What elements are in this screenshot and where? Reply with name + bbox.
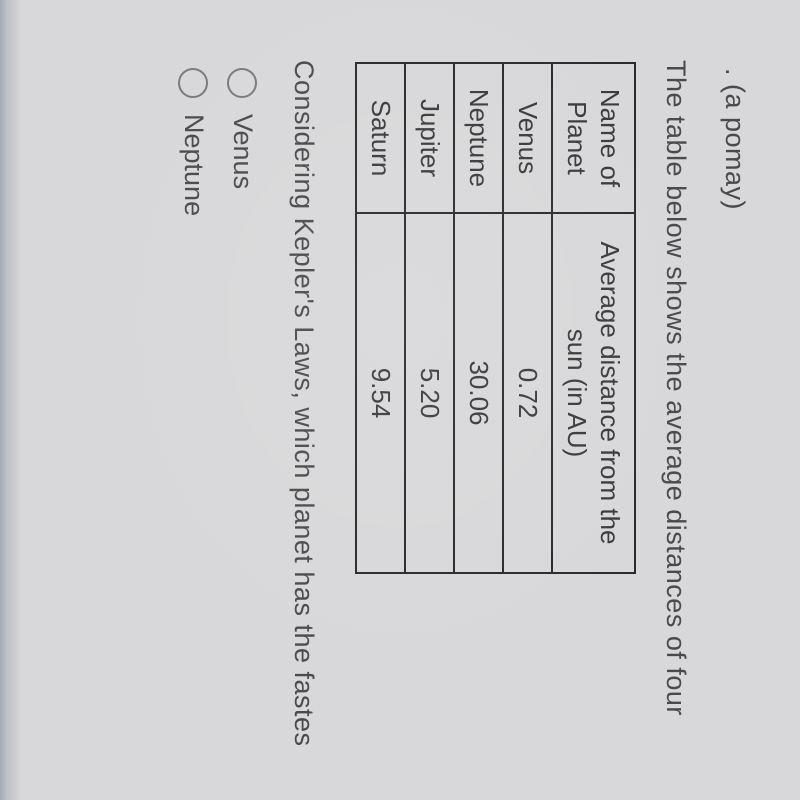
cell-planet-name: Neptune xyxy=(454,63,503,213)
header-name: Name of Planet xyxy=(552,63,635,213)
header-name-line2: Planet xyxy=(563,101,593,175)
option-label: Neptune xyxy=(178,114,209,216)
option-neptune[interactable]: Neptune xyxy=(178,68,209,760)
intro-text: The table below shows the average distan… xyxy=(660,60,691,760)
cell-planet-name: Saturn xyxy=(356,63,405,213)
cell-planet-distance: 5.20 xyxy=(405,213,454,573)
planets-table: Name of Planet Average distance from the… xyxy=(355,62,636,574)
bottom-edge-glow xyxy=(0,0,22,800)
cell-planet-distance: 0.72 xyxy=(503,213,552,573)
cell-planet-distance: 30.06 xyxy=(454,213,503,573)
header-dist-line2: sun (in AU) xyxy=(563,329,593,458)
cell-planet-name: Venus xyxy=(503,63,552,213)
option-venus[interactable]: Venus xyxy=(227,68,258,760)
header-name-line1: Name of xyxy=(595,89,625,187)
cell-planet-distance: 9.54 xyxy=(356,213,405,573)
table-row: Venus 0.72 xyxy=(503,63,552,573)
table-row: Saturn 9.54 xyxy=(356,63,405,573)
radio-icon[interactable] xyxy=(179,68,209,98)
header-distance: Average distance from the sun (in AU) xyxy=(552,213,635,573)
option-label: Venus xyxy=(227,114,258,189)
question-text: Considering Kepler's Laws, which planet … xyxy=(288,60,319,760)
table-row: Jupiter 5.20 xyxy=(405,63,454,573)
cell-planet-name: Jupiter xyxy=(405,63,454,213)
table-row: Neptune 30.06 xyxy=(454,63,503,573)
points-fragment: . (a pomay) xyxy=(719,68,750,760)
table-header-row: Name of Planet Average distance from the… xyxy=(552,63,635,573)
radio-icon[interactable] xyxy=(228,68,258,98)
header-dist-line1: Average distance from the xyxy=(595,241,625,544)
